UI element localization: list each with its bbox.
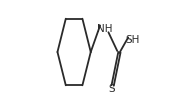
Text: SH: SH xyxy=(126,35,140,45)
Text: S: S xyxy=(108,84,115,94)
Text: NH: NH xyxy=(97,24,112,34)
